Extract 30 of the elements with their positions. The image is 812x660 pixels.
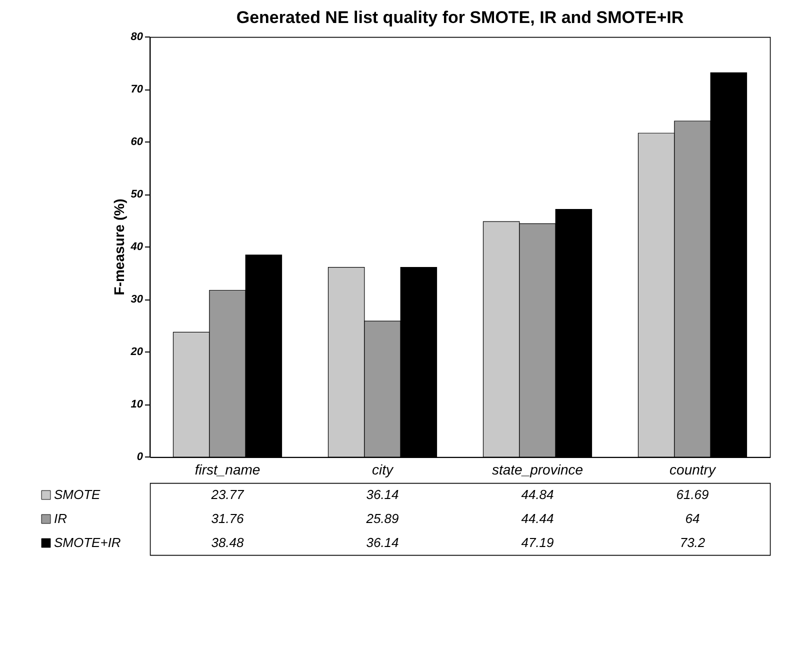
y-tick-label: 30	[130, 294, 144, 306]
data-label: 36.14	[366, 487, 399, 502]
data-label: 31.76	[211, 511, 245, 526]
x-tick-label: city	[372, 462, 394, 478]
y-tick-label: 60	[130, 136, 144, 148]
y-tick-label: 10	[130, 398, 144, 410]
x-tick-label: state_province	[492, 462, 584, 478]
data-label: 25.89	[365, 511, 399, 526]
legend-label: SMOTE+IR	[54, 535, 121, 550]
data-label: 38.48	[211, 535, 245, 550]
chart-title: Generated NE list quality for SMOTE, IR and SMOTE+IR	[236, 8, 684, 27]
x-tick-label: first_name	[194, 462, 260, 478]
data-label: 64	[685, 511, 700, 526]
data-label: 36.14	[366, 535, 399, 550]
y-axis-title: F-measure (%)	[110, 198, 127, 296]
legend-label: SMOTE	[54, 487, 101, 502]
y-tick-label: 40	[130, 241, 144, 253]
data-label: 44.84	[521, 487, 554, 502]
y-tick-label: 50	[130, 188, 144, 200]
data-label: 44.44	[521, 511, 554, 526]
y-tick-label: 80	[130, 31, 144, 43]
y-tick-label: 0	[136, 451, 144, 463]
y-tick-label: 20	[130, 346, 144, 358]
data-label: 73.2	[680, 535, 706, 550]
data-label: 61.69	[676, 487, 709, 502]
data-label: 23.77	[210, 487, 245, 502]
legend-label: IR	[54, 511, 67, 526]
x-tick-label: country	[670, 462, 716, 478]
data-label: 47.19	[521, 535, 554, 550]
y-tick-label: 70	[130, 84, 144, 96]
